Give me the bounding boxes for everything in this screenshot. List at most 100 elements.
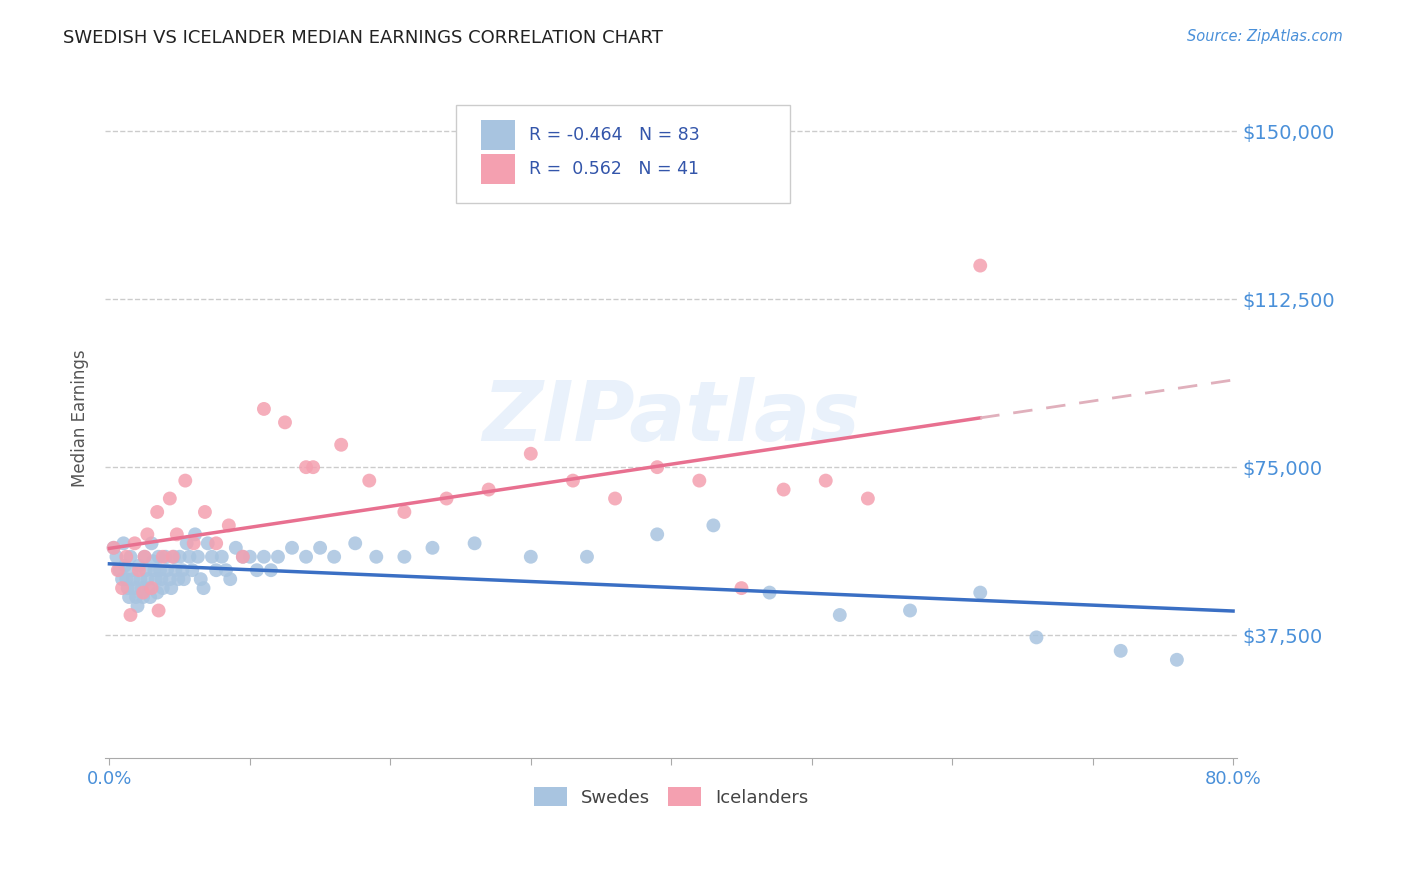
Point (118, 590, 141, 604)
Point (856, 491, 879, 506)
Point (105, 549, 128, 564)
Point (138, 581, 160, 595)
Point (478, 483, 501, 497)
Point (128, 558, 150, 573)
Point (120, 549, 142, 564)
Point (155, 549, 177, 564)
Point (1166, 653, 1188, 667)
Point (295, 460, 318, 475)
Point (134, 549, 156, 564)
Point (194, 505, 217, 519)
Point (152, 549, 174, 564)
Point (193, 581, 215, 595)
Point (225, 541, 247, 555)
Point (159, 572, 181, 586)
Point (422, 541, 444, 555)
Point (309, 541, 332, 555)
Point (115, 549, 138, 564)
Point (181, 563, 204, 577)
Point (702, 518, 724, 533)
Point (107, 563, 129, 577)
Point (246, 563, 269, 577)
Point (125, 590, 148, 604)
Point (124, 581, 146, 595)
FancyBboxPatch shape (481, 154, 515, 185)
Point (323, 549, 346, 564)
Point (201, 549, 224, 564)
Point (814, 474, 837, 488)
Point (165, 563, 187, 577)
Y-axis label: Median Earnings: Median Earnings (72, 349, 89, 487)
Point (260, 563, 283, 577)
Point (108, 563, 131, 577)
Point (758, 585, 780, 599)
Point (232, 549, 254, 564)
Point (184, 527, 207, 541)
Point (267, 549, 290, 564)
Point (121, 563, 143, 577)
Point (136, 572, 159, 586)
Point (127, 599, 149, 613)
Point (969, 585, 991, 599)
Point (148, 549, 170, 564)
Point (302, 460, 325, 475)
Point (688, 474, 710, 488)
Point (132, 590, 155, 604)
Point (253, 549, 276, 564)
Point (124, 536, 146, 550)
Point (103, 541, 125, 555)
Point (111, 572, 134, 586)
Point (174, 474, 197, 488)
Point (139, 590, 162, 604)
Text: SWEDISH VS ICELANDER MEDIAN EARNINGS CORRELATION CHART: SWEDISH VS ICELANDER MEDIAN EARNINGS COR… (63, 29, 664, 46)
Point (103, 541, 125, 555)
Point (205, 536, 228, 550)
Point (969, 259, 991, 273)
Point (169, 549, 191, 564)
Point (172, 563, 194, 577)
Point (197, 536, 219, 550)
Point (149, 563, 172, 577)
Point (162, 549, 184, 564)
Point (166, 527, 188, 541)
Point (122, 572, 145, 586)
Point (344, 536, 367, 550)
Point (183, 536, 205, 550)
Point (156, 563, 179, 577)
Point (232, 549, 254, 564)
Point (645, 460, 668, 475)
Point (561, 474, 583, 488)
FancyBboxPatch shape (456, 104, 790, 203)
Point (239, 549, 262, 564)
Point (281, 541, 304, 555)
Point (142, 554, 165, 568)
Point (295, 549, 318, 564)
Point (117, 581, 139, 595)
Point (141, 536, 163, 550)
Point (898, 603, 921, 617)
Point (146, 585, 169, 599)
Point (575, 549, 598, 564)
Point (179, 549, 201, 564)
Point (464, 536, 486, 550)
Point (394, 505, 416, 519)
Point (520, 447, 543, 461)
Point (359, 474, 381, 488)
Point (176, 536, 198, 550)
Text: ZIPatlas: ZIPatlas (482, 377, 860, 458)
Text: Source: ZipAtlas.com: Source: ZipAtlas.com (1187, 29, 1343, 44)
Point (772, 483, 794, 497)
FancyBboxPatch shape (481, 120, 515, 150)
Point (111, 581, 134, 595)
Point (128, 563, 150, 577)
Point (520, 549, 543, 564)
Point (828, 607, 851, 622)
Point (112, 536, 135, 550)
Point (146, 505, 169, 519)
Point (436, 491, 458, 506)
Point (145, 572, 167, 586)
Point (143, 563, 166, 577)
Text: R =  0.562   N = 41: R = 0.562 N = 41 (529, 161, 699, 178)
Point (148, 603, 170, 617)
Point (215, 563, 238, 577)
